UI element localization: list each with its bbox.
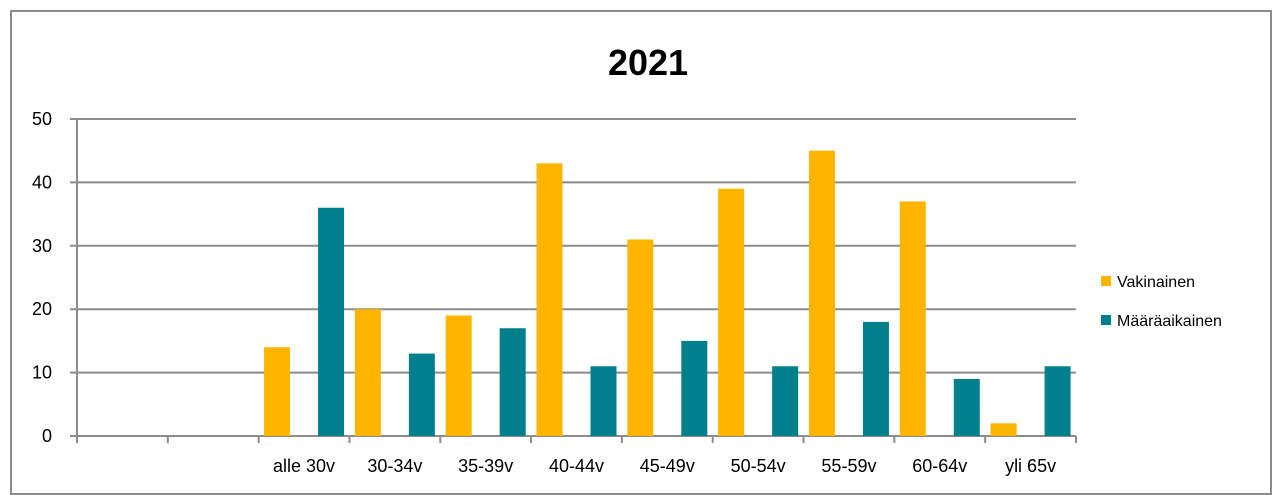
- x-tick-label: alle 30v: [273, 456, 335, 476]
- legend: Vakinainen Määräaikainen: [1101, 274, 1222, 330]
- y-axis-ticks: 0 10 20 30 40 50: [32, 109, 52, 446]
- bar-vakinainen: [808, 150, 835, 436]
- bar-maaraaikainen: [1044, 366, 1071, 436]
- x-tick-label: 40-44v: [549, 456, 604, 476]
- x-tick-label: 50-54v: [731, 456, 786, 476]
- bar-vakinainen: [718, 188, 745, 436]
- bar-vakinainen: [899, 201, 926, 436]
- x-tick-label: 45-49v: [640, 456, 695, 476]
- x-axis: alle 30v 30-34v 35-39v 40-44v 45-49v 50-54v 55…: [76, 436, 1077, 476]
- bar-maaraaikainen: [862, 321, 889, 436]
- y-tick-label: 0: [42, 426, 52, 446]
- x-tick-label: 35-39v: [458, 456, 513, 476]
- y-tick-label: 50: [32, 109, 52, 129]
- bar-maaraaikainen: [408, 353, 435, 436]
- bar-vakinainen: [627, 239, 654, 436]
- x-tick-label: 30-34v: [367, 456, 422, 476]
- bar-maaraaikainen: [681, 340, 708, 436]
- bar-maaraaikainen: [590, 366, 617, 436]
- bar-maaraaikainen: [499, 328, 526, 436]
- bar-maaraaikainen: [318, 207, 345, 436]
- bars: [264, 150, 1071, 436]
- y-tick-label: 30: [32, 236, 52, 256]
- legend-swatch: [1101, 276, 1111, 286]
- bar-vakinainen: [990, 423, 1017, 436]
- bar-vakinainen: [536, 163, 563, 436]
- bar-maaraaikainen: [772, 366, 799, 436]
- bar-maaraaikainen: [953, 378, 980, 436]
- bar-vakinainen: [445, 315, 472, 436]
- y-tick-label: 20: [32, 299, 52, 319]
- bar-vakinainen: [354, 309, 381, 436]
- x-tick-label: 55-59v: [821, 456, 876, 476]
- y-tick-label: 40: [32, 172, 52, 192]
- x-tick-label: 60-64v: [912, 456, 967, 476]
- chart-title: 2021: [608, 42, 688, 83]
- legend-swatch: [1101, 315, 1111, 325]
- legend-label: Vakinainen: [1117, 274, 1195, 291]
- x-tick-label: yli 65v: [1005, 456, 1056, 476]
- bar-vakinainen: [264, 347, 291, 436]
- y-tick-label: 10: [32, 363, 52, 383]
- legend-label: Määräaikainen: [1117, 313, 1222, 330]
